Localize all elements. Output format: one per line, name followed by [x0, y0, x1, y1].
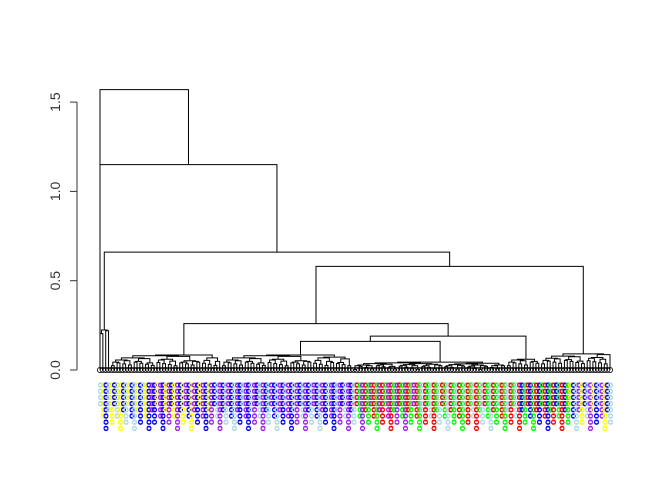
y-tick-label: 1.5 [47, 92, 63, 112]
leaf-markers [97, 367, 612, 372]
dendrogram-link [316, 266, 583, 354]
leaf-label: ooooooo [606, 382, 616, 425]
dendrogram-link [138, 359, 149, 363]
y-tick-label: 0.5 [47, 271, 63, 291]
dendrogram-link [184, 324, 448, 355]
dendrogram-link [250, 359, 261, 363]
leaf-labels: oooooooooooooooooooooooooooooooooooooooo… [96, 382, 616, 431]
dendrogram-link [589, 358, 595, 362]
y-tick-label: 1.0 [47, 181, 63, 201]
dendrogram-link [370, 336, 526, 359]
dendrogram-link [104, 252, 449, 330]
dendrogram-link [318, 358, 329, 362]
dendrogram-link [301, 341, 441, 362]
dendrogram-link [106, 331, 109, 370]
y-tick-label: 0.0 [47, 360, 63, 380]
dendrogram-link [278, 356, 301, 360]
dendrogram-link [569, 357, 580, 361]
dendrogram-tree [100, 90, 610, 370]
dendrogram-link [100, 90, 188, 370]
dendrogram-link [270, 360, 276, 364]
dendrogram-link [167, 356, 190, 360]
dendrogram-link [207, 358, 218, 362]
dendrogram-link [158, 360, 164, 364]
y-axis: 0.0 0.5 1.0 1.5 [47, 92, 77, 380]
dendrogram-link [100, 165, 277, 370]
